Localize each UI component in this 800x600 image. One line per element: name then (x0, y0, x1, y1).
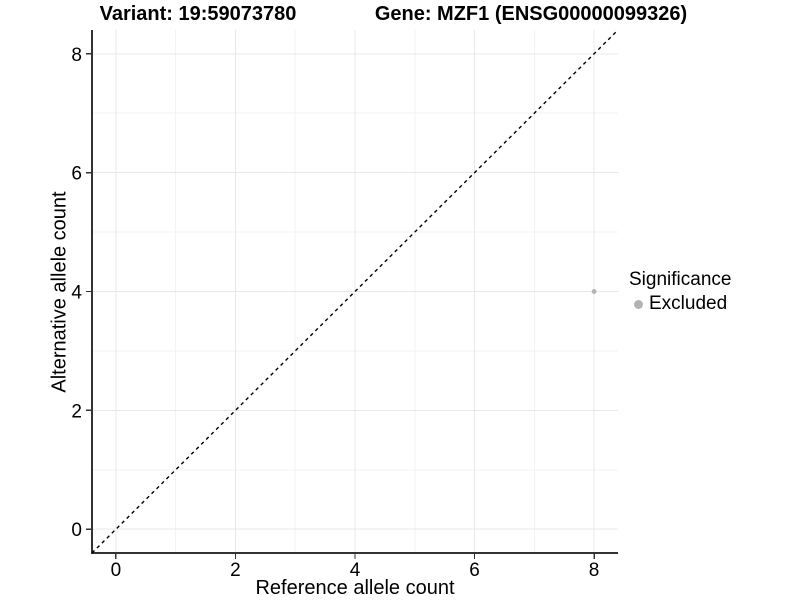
legend-entry-label: Excluded (649, 293, 728, 314)
x-tick-label: 8 (589, 560, 600, 581)
data-point (591, 289, 597, 294)
x-tick-label: 6 (469, 560, 480, 581)
identity-line (91, 29, 619, 554)
legend-entries: Excluded (629, 293, 731, 315)
y-tick-label: 6 (71, 164, 82, 185)
legend: Significance Excluded (629, 268, 731, 315)
legend-entry: Excluded (634, 293, 731, 315)
plot-title-variant: Variant: 19:59073780 (99, 3, 297, 25)
y-tick-label: 0 (71, 520, 82, 541)
y-tick-label: 2 (71, 401, 82, 422)
x-axis-title: Reference allele count (255, 577, 455, 599)
y-tick-label: 4 (71, 283, 82, 304)
x-tick-label: 4 (350, 560, 361, 581)
legend-key-dot (634, 299, 643, 309)
y-axis-title: Alternative allele count (48, 191, 71, 393)
x-tick-label: 2 (230, 560, 241, 581)
y-tick-label: 8 (71, 45, 82, 66)
x-tick-label: 0 (111, 560, 122, 581)
plot-title-gene: Gene: MZF1 (ENSG00000099326) (374, 3, 688, 25)
legend-title: Significance (629, 269, 732, 290)
